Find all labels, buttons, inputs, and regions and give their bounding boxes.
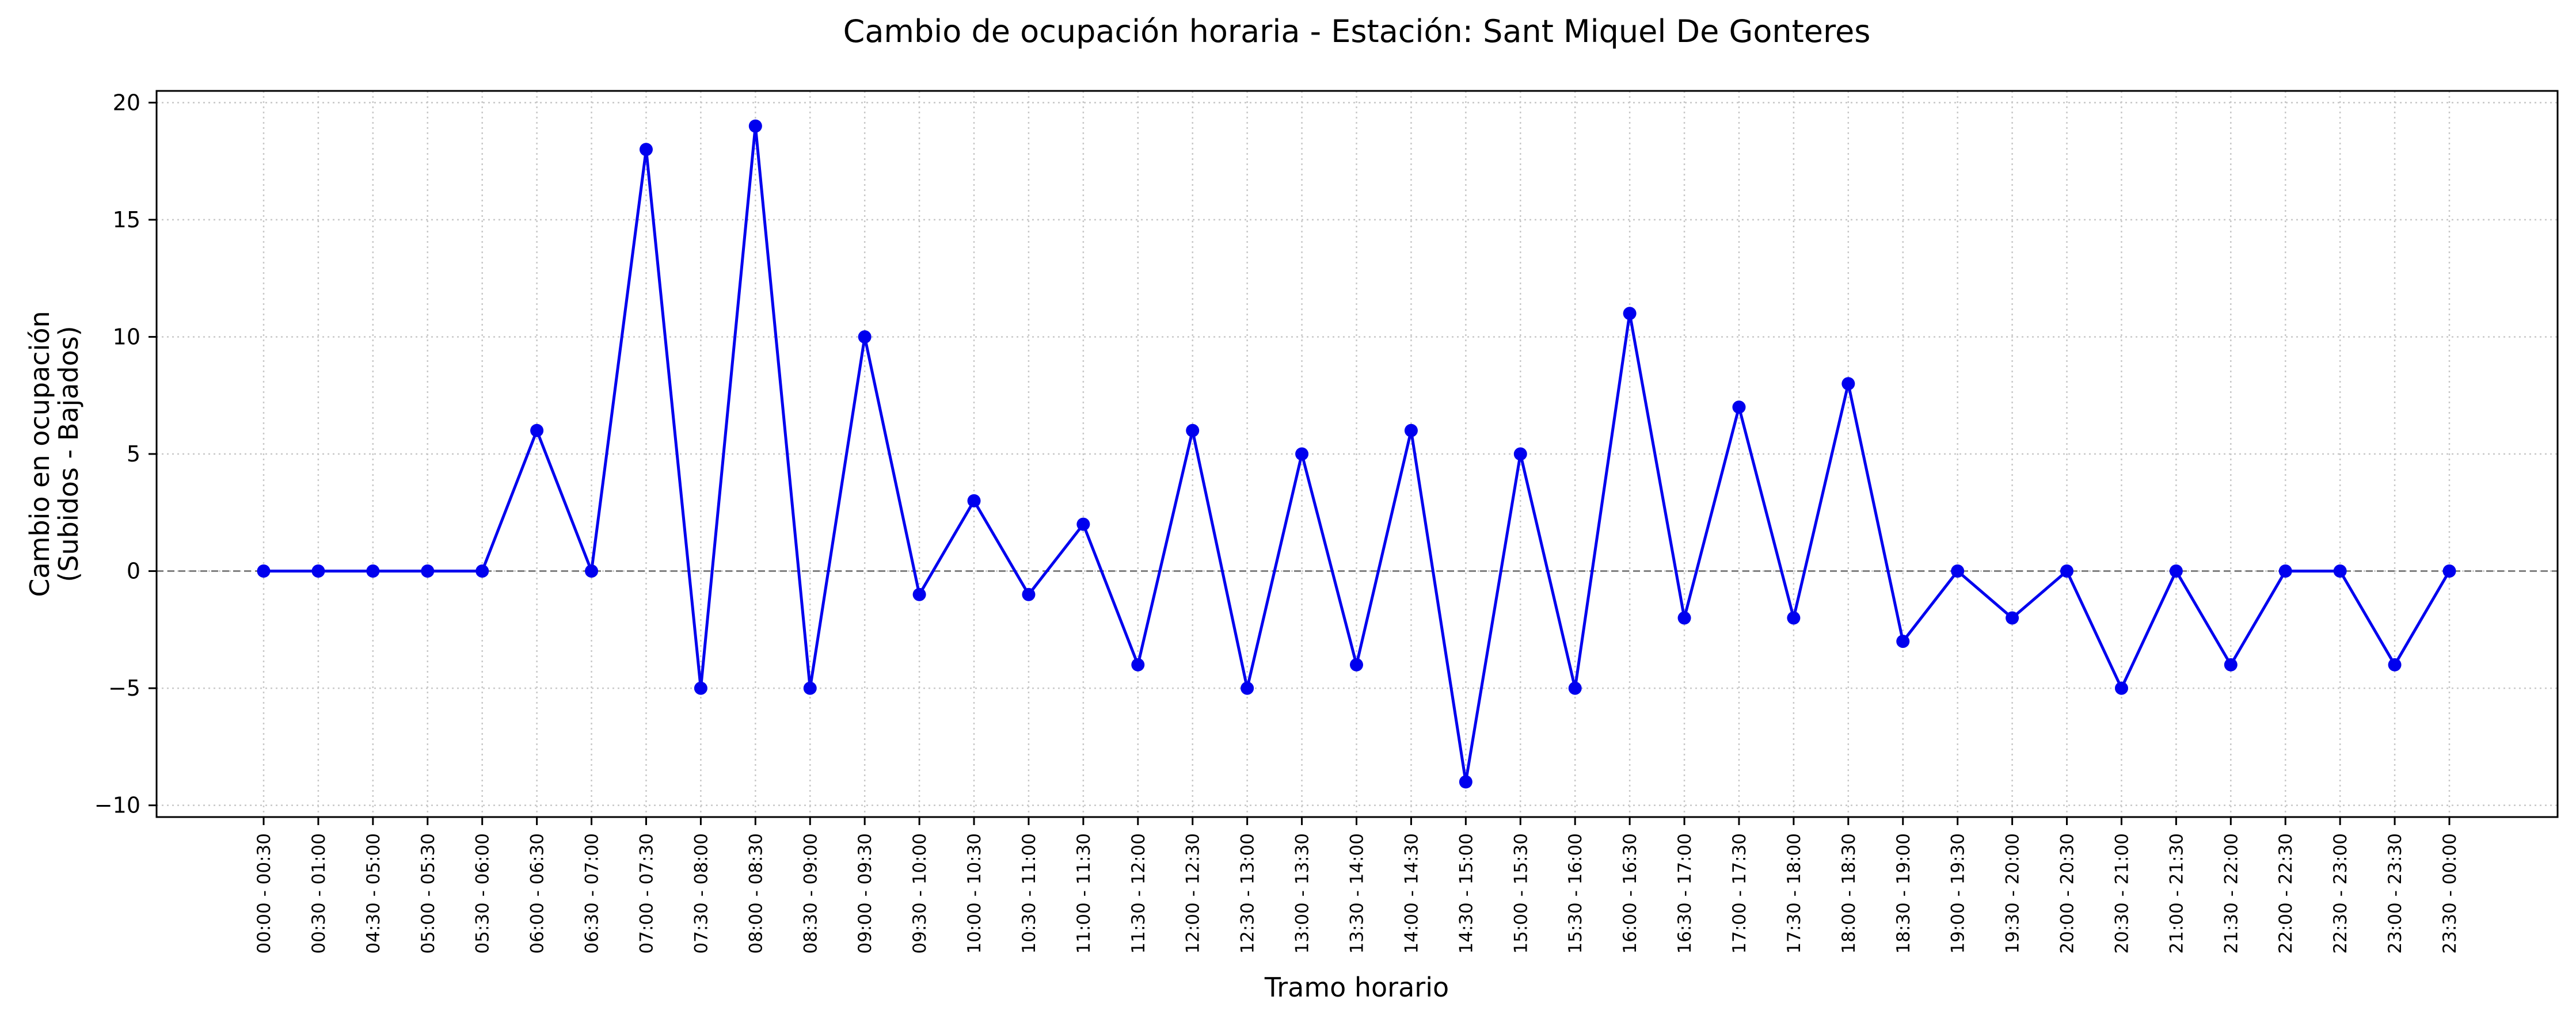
- x-tick-label-36: 21:30 - 22:00: [2221, 833, 2242, 954]
- x-tick-label-13: 10:00 - 10:30: [964, 833, 985, 954]
- data-point-15: [1076, 517, 1090, 531]
- data-point-39: [2388, 658, 2402, 671]
- data-point-29: [1841, 377, 1855, 391]
- x-tick-label-6: 06:30 - 07:00: [582, 833, 603, 954]
- x-tick-label-37: 22:00 - 22:30: [2276, 833, 2296, 954]
- x-tick-label-5: 06:00 - 06:30: [527, 833, 548, 954]
- data-point-22: [1459, 775, 1472, 789]
- data-point-18: [1241, 681, 1254, 695]
- y-tick-label-5: 15: [113, 207, 140, 232]
- x-tick-label-35: 21:00 - 21:30: [2166, 833, 2187, 954]
- x-axis-label: Tramo horario: [1264, 972, 1449, 1003]
- data-point-27: [1732, 400, 1746, 414]
- data-point-14: [1022, 587, 1036, 601]
- data-point-2: [366, 564, 380, 578]
- data-point-3: [421, 564, 435, 578]
- data-point-23: [1513, 447, 1527, 461]
- data-point-6: [585, 564, 599, 578]
- data-point-12: [912, 587, 926, 601]
- series: [257, 119, 2456, 789]
- x-tick-label-14: 10:30 - 11:00: [1019, 833, 1040, 954]
- data-point-10: [803, 681, 817, 695]
- data-point-11: [858, 330, 872, 344]
- data-point-28: [1787, 611, 1801, 625]
- data-point-20: [1350, 658, 1363, 671]
- data-point-19: [1295, 447, 1309, 461]
- data-point-35: [2169, 564, 2183, 578]
- x-tick-label-4: 05:30 - 06:00: [473, 833, 493, 954]
- x-tick-label-32: 19:30 - 20:00: [2003, 833, 2023, 954]
- x-tick-label-22: 14:30 - 15:00: [1456, 833, 1477, 954]
- x-tick-label-0: 00:00 - 00:30: [254, 833, 275, 954]
- data-point-16: [1131, 658, 1145, 671]
- data-point-7: [639, 143, 653, 157]
- y-tick-label-3: 5: [127, 441, 140, 467]
- data-point-9: [748, 119, 762, 133]
- data-point-40: [2442, 564, 2456, 578]
- data-point-33: [2060, 564, 2074, 578]
- x-tick-label-8: 07:30 - 08:00: [691, 833, 711, 954]
- data-point-34: [2114, 681, 2128, 695]
- x-tick-label-34: 20:30 - 21:00: [2111, 833, 2132, 954]
- x-tick-label-28: 17:30 - 18:00: [1784, 833, 1805, 954]
- y-tick-label-6: 20: [113, 90, 140, 115]
- data-point-37: [2278, 564, 2292, 578]
- x-tick-label-31: 19:00 - 19:30: [1948, 833, 1969, 954]
- x-tick-label-3: 05:00 - 05:30: [418, 833, 439, 954]
- x-axis: 00:00 - 00:30 00:30 - 01:00 04:30 - 05:00 0…: [254, 817, 2460, 954]
- data-point-8: [694, 681, 707, 695]
- y-tick-label-1: −5: [108, 675, 140, 701]
- data-point-36: [2224, 658, 2238, 671]
- x-tick-label-10: 08:30 - 09:00: [800, 833, 821, 954]
- x-tick-label-1: 00:30 - 01:00: [309, 833, 329, 954]
- x-tick-label-21: 14:00 - 14:30: [1401, 833, 1422, 954]
- data-point-32: [2006, 611, 2019, 625]
- x-tick-label-38: 22:30 - 23:00: [2330, 833, 2351, 954]
- data-point-38: [2333, 564, 2347, 578]
- data-point-25: [1623, 307, 1637, 320]
- data-point-13: [967, 494, 981, 507]
- y-axis-label-line-0: Cambio en ocupación: [24, 311, 55, 597]
- y-tick-label-0: −10: [94, 793, 140, 818]
- x-tick-label-30: 18:30 - 19:00: [1893, 833, 1914, 954]
- data-point-4: [475, 564, 489, 578]
- data-point-5: [530, 423, 544, 437]
- y-axis: −10 −5 0 5 10 15 20: [94, 90, 157, 818]
- data-point-0: [257, 564, 271, 578]
- x-tick-label-27: 17:00 - 17:30: [1729, 833, 1750, 954]
- data-point-30: [1896, 635, 1910, 648]
- data-point-24: [1568, 681, 1582, 695]
- chart-title: Cambio de ocupación horaria - Estación: …: [843, 13, 1871, 49]
- x-tick-label-20: 13:30 - 14:00: [1347, 833, 1368, 954]
- x-tick-label-16: 11:30 - 12:00: [1128, 833, 1149, 954]
- x-tick-label-2: 04:30 - 05:00: [363, 833, 384, 954]
- x-tick-label-25: 16:00 - 16:30: [1620, 833, 1641, 954]
- x-tick-label-40: 23:30 - 00:00: [2440, 833, 2460, 954]
- data-point-1: [311, 564, 325, 578]
- data-point-31: [1951, 564, 1965, 578]
- y-tick-label-2: 0: [127, 559, 140, 584]
- x-tick-label-17: 12:00 - 12:30: [1183, 833, 1204, 954]
- x-tick-label-19: 13:00 - 13:30: [1292, 833, 1313, 954]
- x-tick-label-9: 08:00 - 08:30: [745, 833, 766, 954]
- x-tick-label-24: 15:30 - 16:00: [1565, 833, 1586, 954]
- data-point-21: [1404, 423, 1418, 437]
- data-point-26: [1677, 611, 1691, 625]
- x-tick-label-12: 09:30 - 10:00: [910, 833, 930, 954]
- data-point-17: [1186, 423, 1200, 437]
- x-tick-label-7: 07:00 - 07:30: [636, 833, 657, 954]
- y-tick-label-4: 10: [113, 324, 140, 349]
- y-axis-label-line-1: (Subidos - Bajados): [53, 326, 84, 582]
- x-tick-label-11: 09:00 - 09:30: [855, 833, 876, 954]
- y-axis-label: Cambio en ocupación(Subidos - Bajados): [24, 311, 84, 597]
- x-tick-label-23: 15:00 - 15:30: [1510, 833, 1531, 954]
- x-tick-label-18: 12:30 - 13:00: [1238, 833, 1258, 954]
- x-tick-label-15: 11:00 - 11:30: [1074, 833, 1094, 954]
- x-tick-label-29: 18:00 - 18:30: [1839, 833, 1859, 954]
- x-tick-label-39: 23:00 - 23:30: [2385, 833, 2406, 954]
- x-tick-label-26: 16:30 - 17:00: [1675, 833, 1695, 954]
- x-tick-label-33: 20:00 - 20:30: [2057, 833, 2078, 954]
